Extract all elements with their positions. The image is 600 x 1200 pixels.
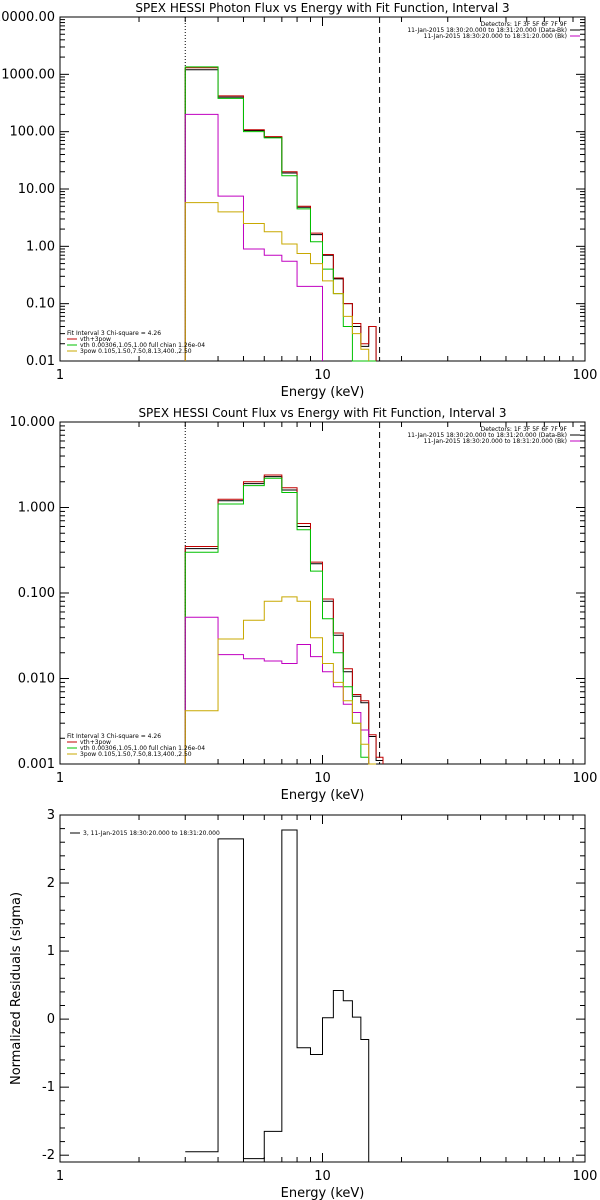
y-tick-label: 1.000 [18, 501, 55, 516]
y-tick-label: 3 [47, 808, 55, 823]
legend-entry: vth 0.00306,1.05,1.00 full chian 1.26e-0… [80, 745, 205, 752]
chart-title: SPEX HESSI Count Flux vs Energy with Fit… [138, 406, 506, 420]
legend-entry: vth+3pow [80, 336, 111, 343]
y-tick-label: 0 [47, 1012, 55, 1027]
y-tick-label: 0.010 [18, 672, 55, 687]
y-tick-label: 1.00 [26, 239, 55, 254]
legend-entry: Fit Interval 3 Chi-square = 4.26 [67, 330, 161, 337]
legend-entry: 11-Jan-2015 18:30:20.000 to 18:31:20.000… [424, 438, 567, 445]
legend-top-right: Detectors: 1F 3F 5F 6F 7F 9F11-Jan-2015 … [407, 21, 580, 40]
y-tick-label: 0.001 [18, 757, 55, 772]
y-axis: 0.01 0.10 1.00 10.00 100.00 1000.00 10000.00 [0, 10, 585, 369]
y-tick-label: 10000.00 [0, 10, 55, 25]
y-tick-label: 0.01 [26, 354, 55, 369]
legend-entry: 3, 11-Jan-2015 18:30:20.000 to 18:31:20.… [83, 830, 220, 837]
chart-panel-2: SPEX HESSI Count Flux vs Energy with Fit… [10, 406, 598, 803]
x-axis-label: Energy (keV) [281, 1186, 365, 1200]
x-axis: 1 10 100 Energy (keV) [56, 422, 598, 803]
legend-entry: vth+3pow [80, 739, 111, 746]
y-tick-label: 1000.00 [1, 67, 55, 82]
legend-entry: vth 0.00306,1.05,1.00 full chian 1.26e-0… [80, 342, 205, 349]
y-tick-label: 10.000 [10, 415, 56, 430]
legend-bottom-left: Fit Interval 3 Chi-square = 4.26vth+3pow… [67, 733, 205, 758]
y-tick-label: -2 [42, 1148, 55, 1163]
x-tick-label: 1 [56, 368, 64, 383]
legend-entry: 11-Jan-2015 18:30:20.000 to 18:31:20.000… [407, 432, 567, 439]
chart-panel-1: SPEX HESSI Photon Flux vs Energy with Fi… [0, 1, 597, 400]
y-tick-label: -1 [42, 1080, 55, 1095]
x-tick-label: 100 [573, 1169, 598, 1184]
y-tick-label: 100.00 [10, 125, 56, 140]
x-axis: 1 10 100 Energy (keV) [56, 17, 598, 400]
legend-entry: 3pow 0.105,1.50,7.50,8.13,400.,2.50 [80, 348, 192, 355]
y-tick-label: 2 [47, 876, 55, 891]
x-tick-label: 100 [573, 368, 598, 383]
legend-entry: 11-Jan-2015 18:30:20.000 to 18:31:20.000… [424, 33, 567, 40]
legend-entry: Detectors: 1F 3F 5F 6F 7F 9F [481, 21, 568, 28]
series-line-5 [184, 596, 377, 765]
x-tick-label: 10 [314, 368, 331, 383]
legend-bottom-left: Fit Interval 3 Chi-square = 4.26vth+3pow… [67, 330, 205, 355]
y-tick-label: 0.10 [26, 297, 55, 312]
legend-entry: Detectors: 1F 3F 5F 6F 7F 9F [481, 426, 568, 433]
x-tick-label: 1 [56, 1169, 64, 1184]
series-line-4 [184, 113, 323, 361]
x-tick-label: 10 [314, 1169, 331, 1184]
y-tick-label: 10.00 [18, 182, 55, 197]
y-axis: -2 -1 0 1 2 3 Normalized Residuals (sigma) [9, 808, 585, 1163]
chart-panel-3: 1 10 100 Energy (keV) -2 -1 0 1 2 3 Normalized Res… [9, 808, 597, 1200]
y-axis: 0.001 0.010 0.100 1.000 10.000 [10, 415, 585, 772]
x-axis-label: Energy (keV) [281, 788, 365, 803]
y-tick-label: 1 [47, 944, 55, 959]
legend-entry: Fit Interval 3 Chi-square = 4.26 [67, 733, 161, 740]
legend-entry: 3pow 0.105,1.50,7.50,8.13,400.,2.50 [80, 751, 192, 758]
series-line-5 [184, 202, 370, 361]
chart-title: SPEX HESSI Photon Flux vs Energy with Fi… [135, 1, 509, 15]
x-tick-label: 1 [56, 771, 64, 786]
legend-entry: 11-Jan-2015 18:30:20.000 to 18:31:20.000… [407, 27, 567, 34]
y-tick-label: 0.100 [18, 586, 55, 601]
series-line-1 [185, 829, 377, 1163]
y-axis-label: Normalized Residuals (sigma) [9, 892, 24, 1085]
x-tick-label: 100 [573, 771, 598, 786]
x-axis: 1 10 100 Energy (keV) [56, 815, 598, 1200]
x-axis-label: Energy (keV) [281, 385, 365, 400]
legend-top-right: Detectors: 1F 3F 5F 6F 7F 9F11-Jan-2015 … [407, 426, 580, 445]
legend-top-left: 3, 11-Jan-2015 18:30:20.000 to 18:31:20.… [70, 830, 220, 837]
x-tick-label: 10 [314, 771, 331, 786]
